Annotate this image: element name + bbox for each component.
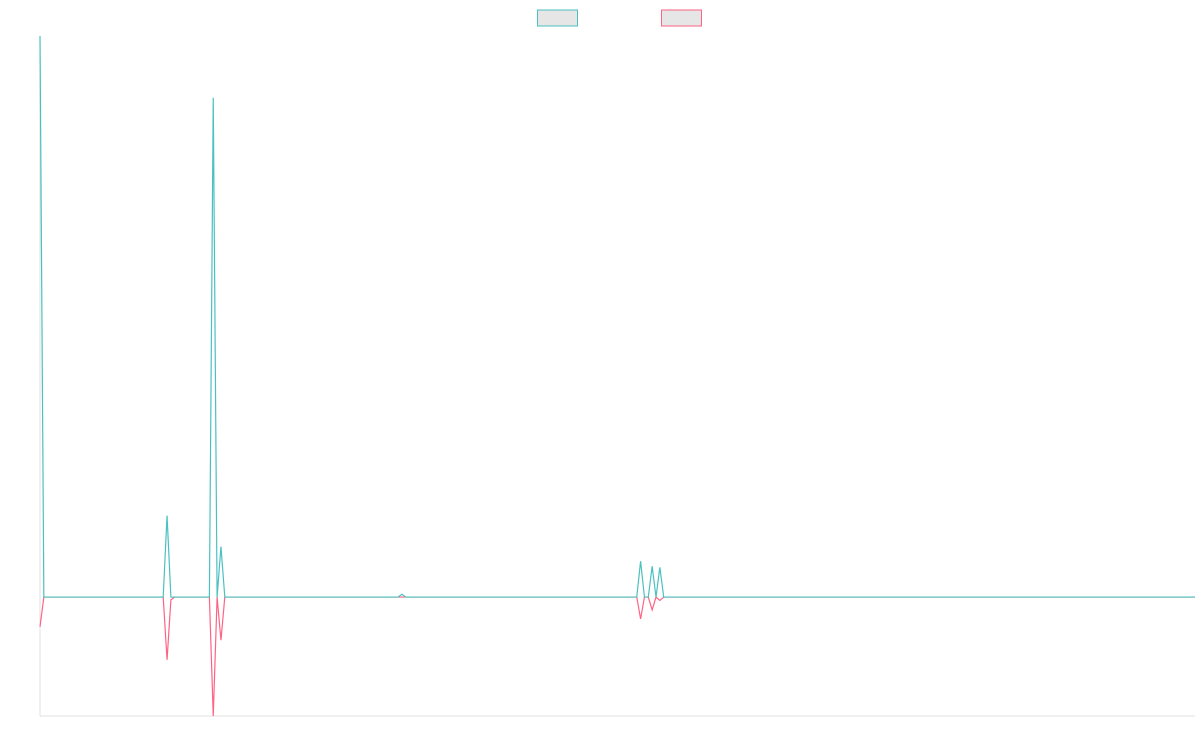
series-line bbox=[39, 595, 1195, 717]
legend bbox=[537, 9, 702, 27]
legend-swatch bbox=[661, 9, 702, 27]
series-line bbox=[39, 35, 1195, 598]
plot-area bbox=[39, 35, 1195, 717]
legend-swatch bbox=[537, 9, 578, 27]
